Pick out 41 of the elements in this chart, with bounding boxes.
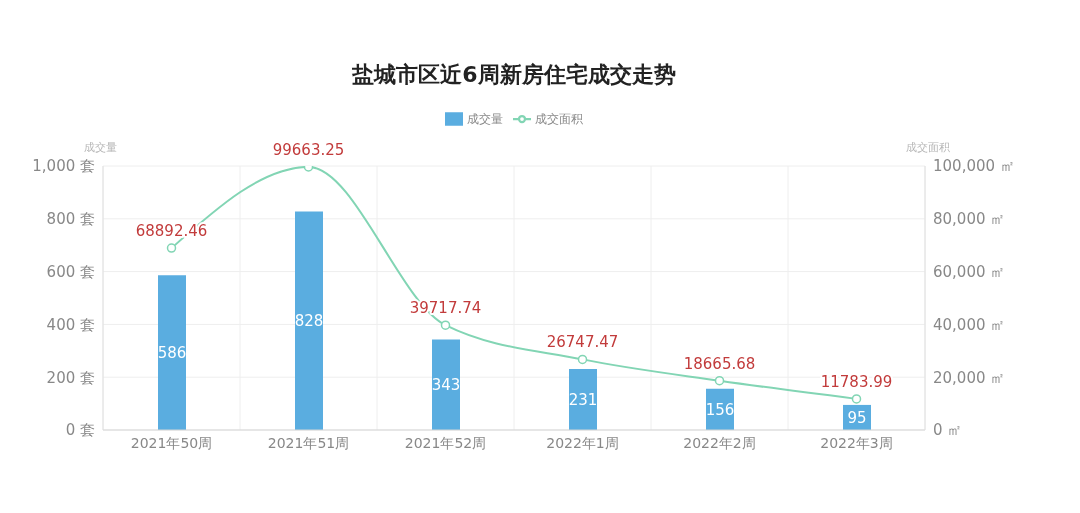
- data-label: 18665.68: [683, 354, 756, 373]
- legend-label: 成交面积: [535, 112, 583, 126]
- data-label: 828: [294, 312, 324, 331]
- legend-label: 成交量: [467, 112, 503, 126]
- x-tick-label: 2022年3周: [820, 434, 893, 451]
- x-tick-label: 2021年51周: [267, 434, 350, 451]
- data-label: 11783.99: [820, 372, 893, 391]
- point: [440, 320, 451, 330]
- x-tick-label: 2021年50周: [130, 434, 213, 451]
- bar: [158, 275, 186, 430]
- y2-tick-label: 60,000 ㎡: [933, 262, 1006, 281]
- x-tick-label: 2022年2周: [683, 434, 756, 451]
- y-tick-label: 1,000 套: [32, 157, 95, 176]
- y2-tick-label: 100,000 ㎡: [933, 157, 1015, 176]
- bar: [432, 339, 460, 430]
- y-tick-label: 800 套: [46, 210, 95, 229]
- y-tick-label: 400 套: [46, 315, 95, 334]
- y-tick-label: 600 套: [46, 262, 95, 281]
- data-label: 156: [705, 400, 735, 419]
- data-label: 586: [157, 343, 187, 362]
- data-label: 95: [847, 408, 867, 427]
- y2-tick-label: 20,000 ㎡: [933, 368, 1006, 387]
- point: [851, 394, 862, 404]
- point: [714, 375, 725, 386]
- point: [577, 354, 588, 365]
- data-label: 26747.47: [546, 333, 619, 352]
- point: [166, 243, 177, 253]
- y-axis-title: 成交量: [82, 140, 118, 155]
- y-tick-label: 0 套: [65, 421, 95, 440]
- y2-tick-label: 80,000 ㎡: [933, 210, 1006, 229]
- x-tick-label: 2022年1周: [546, 434, 619, 451]
- data-label: 343: [431, 376, 461, 395]
- x-tick-label: 2021年52周: [404, 434, 487, 451]
- bar: [295, 211, 323, 430]
- y2-tick-label: 40,000 ㎡: [933, 315, 1006, 334]
- data-label: 231: [568, 390, 598, 409]
- data-label: 99663.25: [272, 140, 345, 159]
- chart-title: 盐城市区近6周新房住宅成交走势: [351, 61, 677, 89]
- y2-tick-label: 0 ㎡: [933, 421, 963, 440]
- y-tick-label: 200 套: [46, 368, 95, 387]
- y2-axis-title: 成交面积: [905, 140, 951, 155]
